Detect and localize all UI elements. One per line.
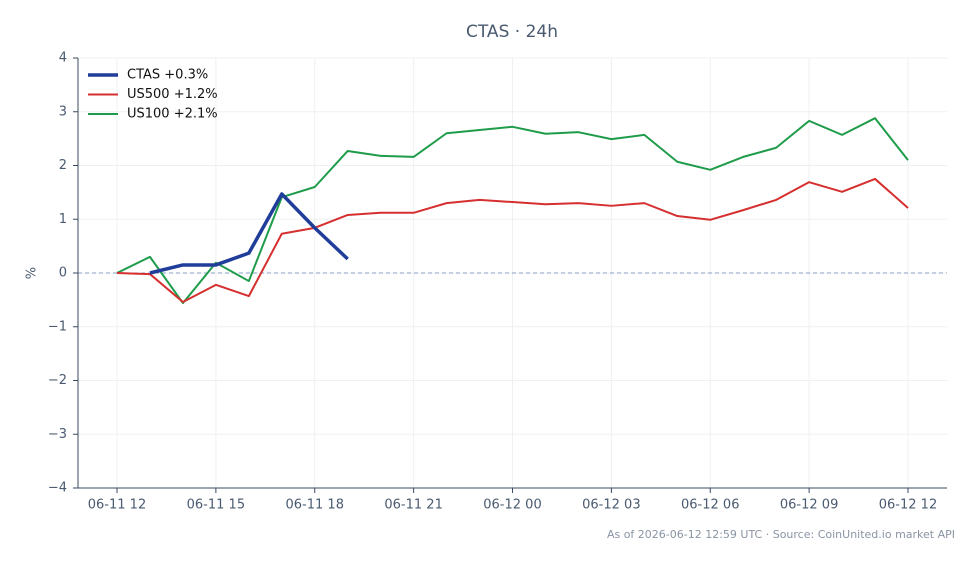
series-line [116, 117, 909, 305]
y-tick-label: −3 [48, 427, 67, 442]
series-line [116, 177, 909, 304]
x-tick-label: 06-11 21 [384, 498, 442, 513]
x-tick-label: 06-12 06 [681, 498, 739, 513]
x-tick-label: 06-12 00 [483, 498, 541, 513]
y-tick-label: 1 [59, 212, 67, 227]
legend-label: CTAS +0.3% [127, 68, 208, 83]
legend-label: US100 +2.1% [127, 107, 218, 122]
x-tick-label: 06-12 03 [582, 498, 640, 513]
x-tick-label: 06-11 15 [187, 498, 245, 513]
y-tick-label: 0 [59, 266, 67, 281]
x-tick-label: 06-11 18 [286, 498, 344, 513]
y-tick-label: 4 [59, 51, 67, 66]
y-tick-label: 2 [59, 158, 67, 173]
y-tick-label: 3 [59, 104, 67, 119]
y-tick-label: −4 [48, 481, 67, 496]
x-tick-label: 06-12 09 [780, 498, 838, 513]
y-tick-label: −1 [48, 319, 67, 334]
y-tick-label: −2 [48, 373, 67, 388]
x-tick-label: 06-12 12 [879, 498, 937, 513]
chart-title: CTAS · 24h [466, 22, 558, 42]
legend-label: US500 +1.2% [127, 87, 218, 102]
y-axis-label: % [25, 267, 40, 279]
x-tick-label: 06-11 12 [88, 498, 146, 513]
series-line [149, 192, 349, 275]
footer: As of 2026-06-12 12:59 UTC · Source: Coi… [607, 528, 955, 541]
